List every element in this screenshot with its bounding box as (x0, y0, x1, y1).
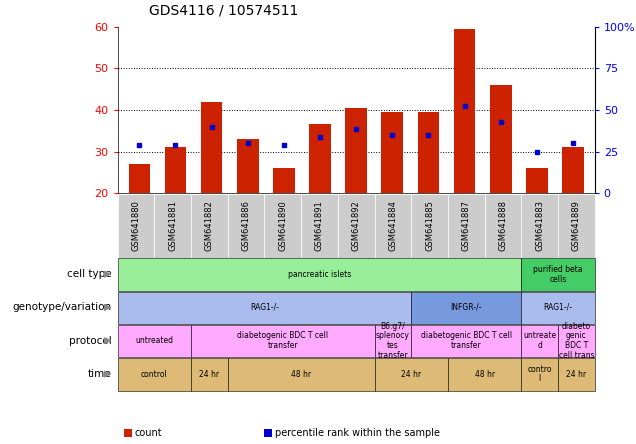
Text: control: control (141, 369, 168, 379)
Bar (309, 124, 331, 193)
Text: GSM641887: GSM641887 (462, 200, 471, 251)
Bar (237, 139, 259, 193)
Text: 24 hr: 24 hr (199, 369, 219, 379)
Text: diabetogenic BDC T cell
transfer: diabetogenic BDC T cell transfer (237, 331, 328, 350)
Text: time: time (88, 369, 111, 379)
Text: pancreatic islets: pancreatic islets (288, 270, 351, 279)
Text: GSM641881: GSM641881 (168, 200, 177, 251)
Text: GSM641885: GSM641885 (425, 200, 434, 251)
Text: genotype/variation: genotype/variation (12, 302, 111, 313)
Bar (453, 29, 476, 193)
Text: RAG1-/-: RAG1-/- (250, 303, 279, 312)
Bar (526, 168, 548, 193)
Text: GSM641889: GSM641889 (572, 200, 581, 251)
Text: INFGR-/-: INFGR-/- (450, 303, 482, 312)
Text: untreated: untreated (135, 336, 174, 345)
Text: GSM641884: GSM641884 (389, 200, 398, 251)
Text: contro
l: contro l (527, 365, 552, 384)
Text: count: count (135, 428, 162, 438)
Text: protocol: protocol (69, 336, 111, 346)
Text: GSM641891: GSM641891 (315, 200, 324, 251)
Text: RAG1-/-: RAG1-/- (544, 303, 572, 312)
Text: percentile rank within the sample: percentile rank within the sample (275, 428, 439, 438)
Text: 48 hr: 48 hr (291, 369, 311, 379)
Text: GSM641886: GSM641886 (242, 200, 251, 251)
Text: diabeto
genic
BDC T
cell trans: diabeto genic BDC T cell trans (558, 322, 594, 360)
Bar (382, 112, 403, 193)
Text: 24 hr: 24 hr (401, 369, 421, 379)
Text: B6.g7/
splenocy
tes
transfer: B6.g7/ splenocy tes transfer (376, 322, 410, 360)
Bar (562, 147, 584, 193)
Text: GSM641883: GSM641883 (535, 200, 544, 251)
Bar (273, 168, 294, 193)
Bar (345, 108, 367, 193)
Bar (165, 147, 186, 193)
Text: GDS4116 / 10574511: GDS4116 / 10574511 (149, 4, 299, 18)
Text: untreate
d: untreate d (523, 331, 556, 350)
Bar (490, 85, 511, 193)
Bar (418, 112, 439, 193)
Text: GSM641890: GSM641890 (279, 200, 287, 251)
Text: GSM641880: GSM641880 (132, 200, 141, 251)
Text: purified beta
cells: purified beta cells (533, 265, 583, 284)
Bar (128, 164, 150, 193)
Text: cell type: cell type (67, 269, 111, 279)
Text: diabetogenic BDC T cell
transfer: diabetogenic BDC T cell transfer (420, 331, 512, 350)
Text: GSM641892: GSM641892 (352, 200, 361, 251)
Text: 24 hr: 24 hr (566, 369, 586, 379)
Bar (201, 102, 223, 193)
Text: 48 hr: 48 hr (474, 369, 495, 379)
Text: GSM641882: GSM641882 (205, 200, 214, 251)
Text: GSM641888: GSM641888 (499, 200, 508, 251)
